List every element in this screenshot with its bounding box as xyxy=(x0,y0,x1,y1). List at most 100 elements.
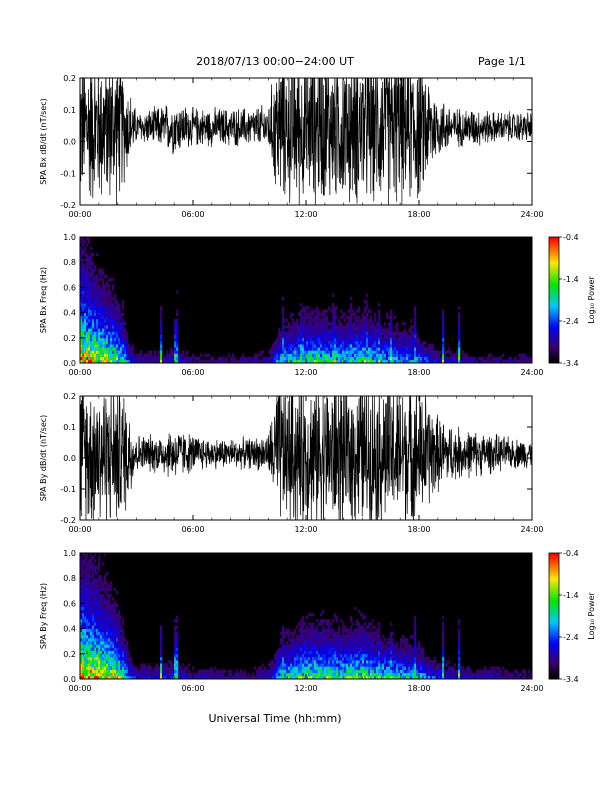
heatmap-cell xyxy=(148,666,151,670)
heatmap-cell xyxy=(198,356,201,361)
heatmap-cell xyxy=(376,334,379,339)
heatmap-cell xyxy=(348,638,351,642)
heatmap-cell xyxy=(330,622,333,626)
heatmap-cell xyxy=(452,359,455,363)
heatmap-cell xyxy=(324,653,327,658)
heatmap-cell xyxy=(358,328,361,332)
heatmap-cell xyxy=(118,634,121,639)
heatmap-cell xyxy=(196,675,199,679)
heatmap-cell xyxy=(120,628,123,633)
heatmap-cell xyxy=(324,669,327,673)
heatmap-cell xyxy=(354,641,357,645)
heatmap-cell xyxy=(338,337,341,342)
heatmap-cell xyxy=(294,644,297,648)
heatmap-cell xyxy=(174,337,177,342)
heatmap-cell xyxy=(94,306,97,310)
heatmap-cell xyxy=(114,638,117,642)
heatmap-cell xyxy=(120,340,123,345)
heatmap-cell xyxy=(140,356,143,361)
heatmap-cell xyxy=(334,647,337,651)
heatmap-cell xyxy=(380,356,383,361)
heatmap-cell xyxy=(430,666,433,670)
heatmap-cell xyxy=(276,350,279,354)
heatmap-cell xyxy=(292,647,295,651)
heatmap-cell xyxy=(114,359,117,363)
heatmap-cell xyxy=(304,672,307,677)
heatmap-cell xyxy=(350,340,353,345)
heatmap-cell xyxy=(82,600,85,604)
heatmap-cell xyxy=(356,353,359,357)
heatmap-cell xyxy=(86,597,89,601)
heatmap-cell xyxy=(104,653,107,658)
heatmap-cell xyxy=(88,296,91,301)
heatmap-cell xyxy=(84,249,87,254)
heatmap-cell xyxy=(368,634,371,639)
heatmap-cell xyxy=(280,641,283,645)
heatmap-cell xyxy=(436,359,439,363)
heatmap-cell xyxy=(112,634,115,639)
heatmap-cell xyxy=(304,337,307,342)
heatmap-cell xyxy=(100,322,103,326)
heatmap-cell xyxy=(92,587,95,592)
heatmap-cell xyxy=(336,325,339,329)
heatmap-cell xyxy=(82,638,85,642)
heatmap-cell xyxy=(82,628,85,633)
heatmap-cell xyxy=(460,669,463,673)
heatmap-cell xyxy=(324,647,327,651)
heatmap-cell xyxy=(348,641,351,645)
heatmap-cell xyxy=(194,359,197,363)
heatmap-cell xyxy=(100,578,103,582)
heatmap-cell xyxy=(400,675,403,679)
heatmap-cell xyxy=(108,340,111,345)
heatmap-cell xyxy=(96,628,99,633)
heatmap-cell xyxy=(118,644,121,648)
heatmap-cell xyxy=(458,656,461,661)
heatmap-cell xyxy=(272,353,275,357)
heatmap-cell xyxy=(360,322,363,326)
heatmap-cell xyxy=(104,578,107,582)
heatmap-cell xyxy=(282,672,285,677)
colorbar-step xyxy=(549,622,559,625)
heatmap-cell xyxy=(410,669,413,673)
heatmap-cell xyxy=(124,653,127,658)
heatmap-cell xyxy=(82,353,85,357)
heatmap-cell xyxy=(110,593,113,598)
heatmap-cell xyxy=(412,650,415,655)
heatmap-cell xyxy=(120,334,123,339)
heatmap-cell xyxy=(80,584,83,588)
heatmap-cell xyxy=(236,359,239,363)
heatmap-cell xyxy=(124,663,127,667)
heatmap-cell xyxy=(126,340,129,345)
heatmap-cell xyxy=(114,672,117,677)
heatmap-cell xyxy=(96,606,99,610)
heatmap-cell xyxy=(86,616,89,620)
heatmap-cell xyxy=(422,356,425,361)
heatmap-cell xyxy=(108,356,111,361)
heatmap-cell xyxy=(284,666,287,670)
heatmap-cell xyxy=(428,672,431,677)
heatmap-cell xyxy=(104,644,107,648)
heatmap-cell xyxy=(118,647,121,651)
heatmap-cell xyxy=(336,656,339,661)
heatmap-cell xyxy=(86,644,89,648)
heatmap-cell xyxy=(80,568,83,573)
heatmap-cell xyxy=(298,660,301,664)
heatmap-cell xyxy=(458,359,461,363)
heatmap-cell xyxy=(268,350,271,354)
heatmap-cell xyxy=(322,622,325,626)
heatmap-cell xyxy=(100,603,103,607)
heatmap-cell xyxy=(352,312,355,317)
heatmap-cell xyxy=(372,347,375,351)
x-tick-label: 18:00 xyxy=(407,368,430,377)
heatmap-cell xyxy=(478,675,481,679)
heatmap-cell xyxy=(80,306,83,310)
heatmap-cell xyxy=(106,284,109,288)
colorbar-step xyxy=(549,559,559,562)
heatmap-cell xyxy=(372,337,375,342)
heatmap-cell xyxy=(334,306,337,310)
heatmap-cell xyxy=(108,306,111,310)
heatmap-cell xyxy=(174,625,177,629)
heatmap-cell xyxy=(496,359,499,363)
heatmap-cell xyxy=(326,353,329,357)
heatmap-cell xyxy=(96,641,99,645)
